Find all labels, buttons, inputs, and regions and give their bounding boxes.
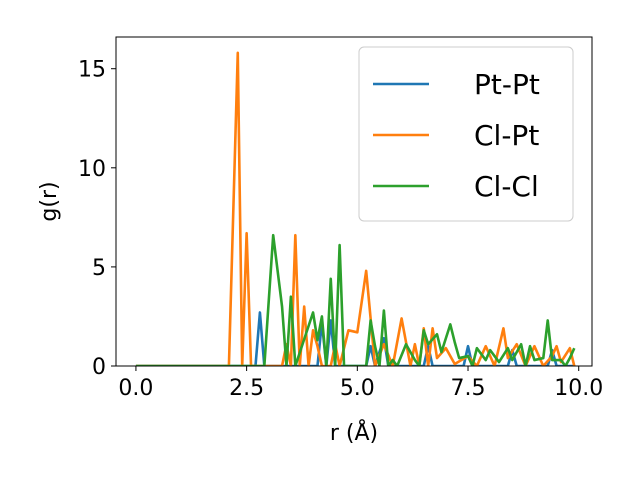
x-tick-label: 0.0 xyxy=(118,376,153,401)
y-axis-label: g(r) xyxy=(37,181,62,221)
y-tick-label: 0 xyxy=(92,355,106,380)
legend-label-cl-pt: Cl-Pt xyxy=(474,119,539,152)
x-tick-label: 7.5 xyxy=(451,376,486,401)
axes-frame xyxy=(115,36,593,367)
x-tick-label: 5.0 xyxy=(340,376,375,401)
x-tick-label: 2.5 xyxy=(229,376,264,401)
series-layer xyxy=(135,51,576,366)
x-tick-label: 10.0 xyxy=(554,376,603,401)
y-tick-label: 5 xyxy=(92,256,106,281)
x-axis-label: r (Å) xyxy=(330,419,378,446)
series-line-cl-cl xyxy=(135,233,576,366)
y-tick-label: 15 xyxy=(78,58,106,83)
legend: Pt-Pt Cl-Pt Cl-Cl xyxy=(358,46,574,222)
y-tick-label: 10 xyxy=(78,157,106,182)
legend-label-pt-pt: Pt-Pt xyxy=(474,68,540,101)
legend-label-cl-cl: Cl-Cl xyxy=(474,170,539,203)
x-axis-ticks: 0.0 2.5 5.0 7.5 10.0 xyxy=(118,366,603,401)
y-axis-ticks: 0 5 10 15 xyxy=(78,58,116,380)
series-line-cl-pt xyxy=(135,51,576,366)
legend-box xyxy=(358,46,574,222)
